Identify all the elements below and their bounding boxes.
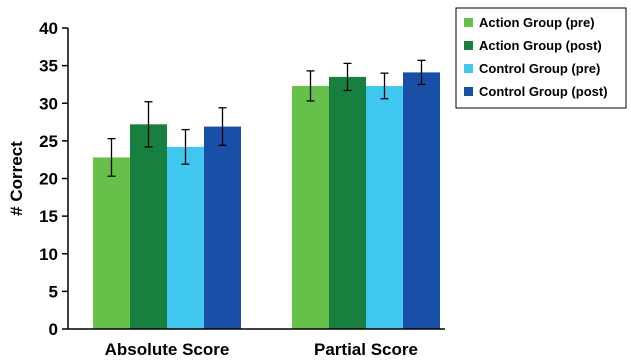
category-label: Absolute Score xyxy=(105,340,230,359)
error-bars xyxy=(107,59,426,177)
bar xyxy=(204,126,241,329)
y-tick-label: 20 xyxy=(39,170,58,189)
bar xyxy=(167,146,204,329)
y-tick-label: 40 xyxy=(39,19,58,38)
y-tick-label: 10 xyxy=(39,245,58,264)
bar xyxy=(329,76,366,329)
bar xyxy=(93,157,130,329)
legend-label: Action Group (post) xyxy=(479,38,602,53)
y-tick-label: 15 xyxy=(39,207,58,226)
legend-label: Action Group (pre) xyxy=(479,15,595,30)
y-axis-ticks: 0 5 10 15 20 25 30 35 40 xyxy=(39,19,68,339)
category-label: Partial Score xyxy=(314,340,418,359)
legend-label: Control Group (post) xyxy=(479,84,608,99)
bars xyxy=(93,72,440,330)
y-tick-label: 25 xyxy=(39,132,58,151)
y-tick-label: 5 xyxy=(49,282,58,301)
y-axis-title: # Correct xyxy=(7,141,26,216)
y-tick-label: 0 xyxy=(49,320,58,339)
bar xyxy=(130,124,167,329)
legend-label: Control Group (pre) xyxy=(479,61,600,76)
y-tick-label: 30 xyxy=(39,94,58,113)
bar xyxy=(403,72,440,330)
legend-swatch xyxy=(464,64,473,73)
legend-swatch xyxy=(464,18,473,27)
category-labels: Absolute Score Partial Score xyxy=(105,340,418,359)
legend: Action Group (pre) Action Group (post) Con… xyxy=(455,7,627,109)
legend-box xyxy=(455,7,627,109)
y-tick-label: 35 xyxy=(39,57,58,76)
bar xyxy=(292,85,329,329)
legend-swatch xyxy=(464,87,473,96)
bar xyxy=(366,85,403,329)
legend-swatch xyxy=(464,41,473,50)
